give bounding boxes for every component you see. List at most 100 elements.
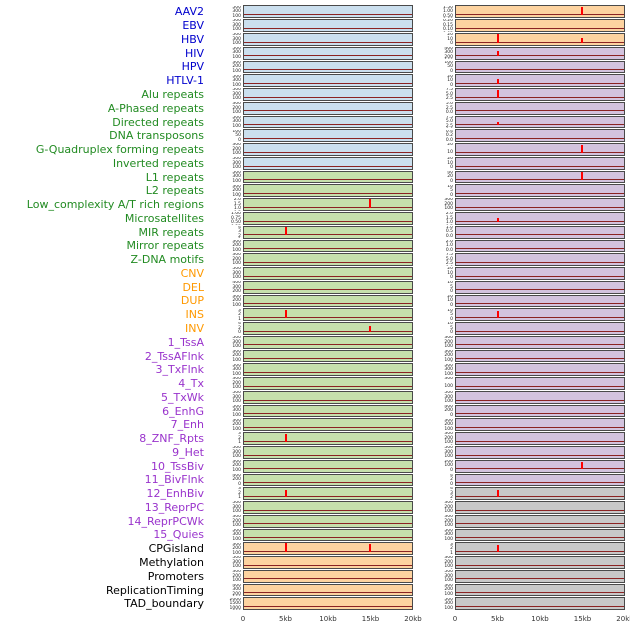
signal-spike — [581, 145, 583, 153]
y-tick-label: 100 — [232, 123, 241, 129]
track-row: L1 repeats 500 300 100 40 20 0 — [0, 170, 625, 184]
baseline-trace — [456, 27, 624, 29]
y-tick-label: 100 — [444, 206, 453, 211]
track-row: DEL4003002001001050 — [0, 280, 625, 294]
y-tick-label: 2.0 — [445, 212, 453, 217]
y-tick-label: 200 — [444, 353, 453, 359]
row-label: 15_Quies — [153, 528, 204, 542]
x-ticks-right: 0 5kb 10kb 15kb 20kb — [453, 613, 630, 627]
baseline-trace — [244, 468, 412, 470]
baseline-trace — [456, 495, 624, 497]
baseline-trace — [244, 151, 412, 153]
y-tick-label: 4 — [450, 487, 453, 492]
strip-panel-left — [243, 418, 413, 432]
y-axis-ticks-right: 20 10 0 — [413, 267, 455, 279]
baseline-trace — [456, 193, 624, 195]
strip-panel-right — [455, 583, 625, 597]
y-tick-label: 200 — [232, 353, 241, 359]
y-tick-label: 100 — [444, 344, 453, 349]
strip-panel-right — [455, 597, 625, 611]
strip-panel-left — [243, 88, 413, 101]
x-tick-label: 0 — [240, 615, 246, 623]
y-tick-label: 100 — [444, 454, 453, 459]
strip-panel-left — [243, 74, 413, 88]
strip-panel-left — [243, 528, 413, 542]
y-axis-ticks-right: 500 300 100 — [413, 364, 455, 376]
row-label: Methylation — [139, 556, 204, 569]
row-label: HBV — [180, 32, 204, 46]
row-label: Microsatellites — [124, 211, 204, 225]
y-tick-label: 100 — [444, 371, 453, 376]
y-tick-label: 300 — [232, 91, 241, 97]
y-tick-label: 200 — [444, 559, 453, 565]
y-axis-ticks-right: 2.01.51.00.5 — [413, 212, 455, 224]
y-tick-label: 200 — [444, 459, 453, 464]
baseline-trace — [244, 69, 412, 71]
y-axis-ticks-left: 500 300 100 — [204, 88, 243, 100]
track-row: L2 repeats30020010001050 — [0, 184, 625, 198]
strip-panel-right — [455, 129, 625, 143]
y-tick-label: 300 — [232, 36, 241, 42]
y-axis-ticks-left: 500 300 100 — [204, 405, 243, 417]
track-row: HIV500300100400300200100 — [0, 46, 625, 60]
y-tick-label: 200 — [444, 408, 453, 414]
y-tick-label: 3 — [450, 490, 453, 496]
y-tick-label: 1 — [238, 316, 241, 321]
strip-panel-left — [243, 404, 413, 418]
y-tick-label: 300 — [232, 515, 241, 520]
y-tick-label: 100 — [232, 536, 241, 542]
y-tick-label: 2 — [238, 490, 241, 496]
y-tick-label: 100 — [232, 399, 241, 404]
row-label: HTLV-1 — [166, 74, 204, 88]
baseline-trace — [456, 275, 624, 277]
baseline-trace — [456, 124, 624, 126]
y-axis-ticks-left: 500 300 100 — [204, 391, 243, 403]
baseline-trace — [456, 427, 624, 429]
y-tick-label: 3 — [450, 542, 453, 547]
y-axis-ticks-left: 300 200 100 — [204, 377, 243, 389]
y-tick-label: 0 — [450, 467, 453, 473]
baseline-trace — [456, 96, 624, 98]
y-tick-label: 200 — [232, 380, 241, 386]
baseline-trace — [456, 220, 624, 222]
strip-panel-left — [243, 198, 413, 211]
y-tick-label: 500 — [444, 570, 453, 575]
y-tick-label: 0.0 — [445, 247, 453, 253]
y-tick-label: 5.0 — [445, 102, 453, 107]
y-tick-label: 100 — [444, 440, 453, 445]
y-tick-label: 100 — [232, 550, 241, 555]
signal-spike — [285, 490, 287, 497]
strip-panel-left — [243, 156, 413, 170]
y-tick-label: 300 — [444, 418, 453, 423]
strip-panel-left — [243, 583, 413, 597]
x-tick-label: 10kb — [319, 615, 337, 623]
signal-spike — [369, 326, 371, 332]
x-axis-spacer — [204, 613, 243, 627]
baseline-trace — [244, 82, 412, 84]
row-label: HIV — [184, 46, 204, 60]
y-tick-label: 100 — [232, 412, 241, 418]
baseline-trace — [456, 385, 624, 387]
y-tick-label: 100 — [444, 463, 453, 469]
y-axis-ticks-left: 300 200 100 — [204, 102, 243, 114]
y-axis-ticks-right: 0.200.150.100.050.00 — [413, 19, 455, 31]
y-axis-ticks-left: 500 300 100 — [204, 19, 243, 31]
y-tick-label: 100 — [444, 509, 453, 514]
y-tick-label: 500 — [232, 267, 241, 272]
y-tick-label: 0 — [450, 178, 453, 184]
y-tick-label: 100 — [232, 192, 241, 198]
y-axis-ticks-left: 500 300 100 — [204, 116, 243, 128]
row-label: A-Phased repeats — [107, 101, 204, 115]
y-tick-label: 0.4 — [445, 129, 453, 134]
y-tick-label: 300 — [232, 160, 241, 166]
baseline-trace — [244, 454, 412, 456]
strip-panel-right — [455, 473, 625, 487]
y-tick-label: 10 — [447, 36, 453, 42]
y-tick-label: 0 — [450, 302, 453, 308]
track-row: Alu repeats 500 300 100 7.5 5.0 2.5 — [0, 88, 625, 102]
track-row: CNV 500 300 100 20 10 0 — [0, 267, 625, 281]
y-tick-label: 200 — [232, 518, 241, 524]
row-label: 12_EnhBiv — [146, 487, 204, 501]
y-tick-label: 500 — [232, 88, 241, 93]
